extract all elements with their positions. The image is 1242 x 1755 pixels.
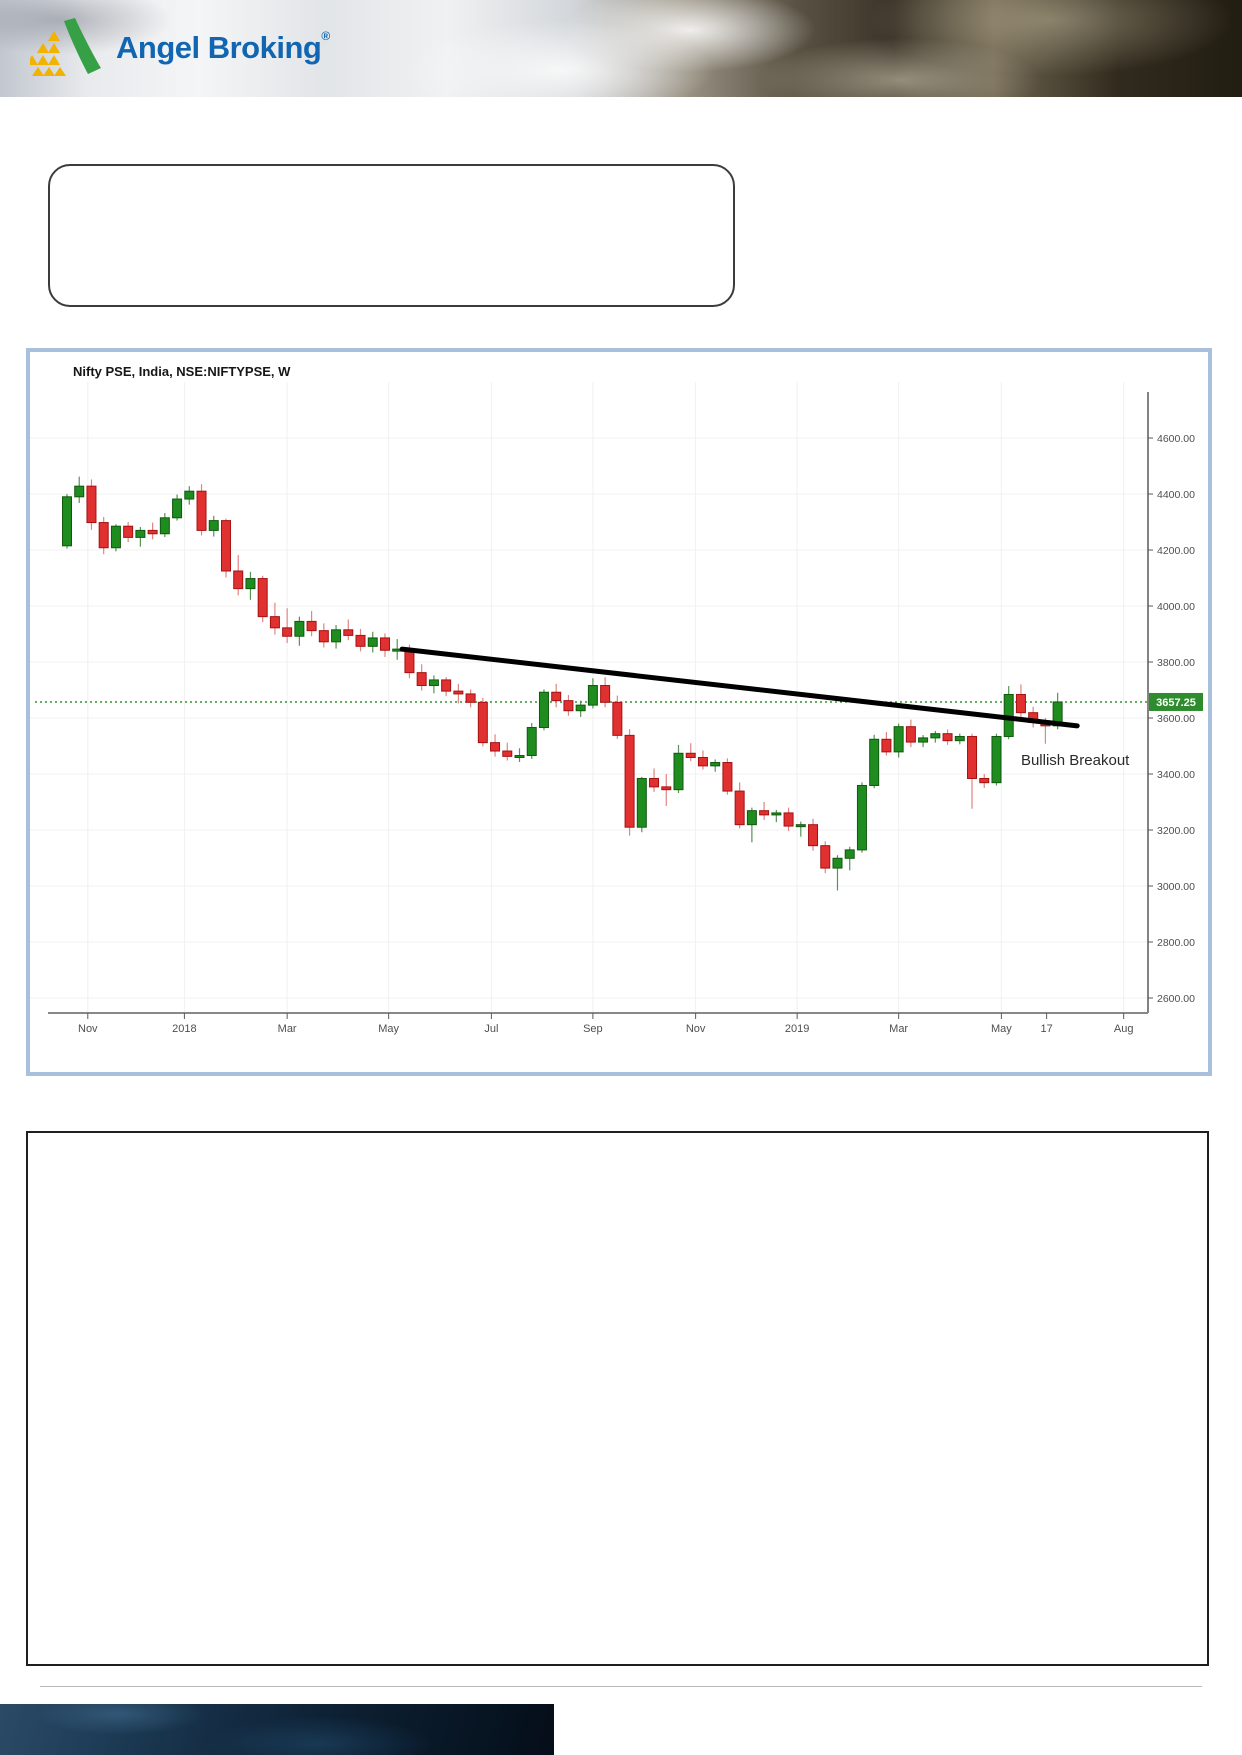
svg-text:4600.00: 4600.00 bbox=[1157, 433, 1195, 445]
svg-text:May: May bbox=[991, 1023, 1012, 1035]
brand-text: Angel Broking® bbox=[116, 28, 330, 65]
svg-text:Aug: Aug bbox=[1114, 1023, 1134, 1035]
svg-text:Sep: Sep bbox=[583, 1023, 603, 1035]
angel-broking-logo-icon bbox=[30, 18, 101, 76]
registered-mark: ® bbox=[321, 28, 330, 43]
svg-text:3657.25: 3657.25 bbox=[1156, 697, 1196, 709]
chart-title: Nifty PSE, India, NSE:NIFTYPSE, W bbox=[73, 364, 291, 379]
svg-text:Mar: Mar bbox=[889, 1023, 908, 1035]
svg-text:Mar: Mar bbox=[278, 1023, 297, 1035]
svg-text:3600.00: 3600.00 bbox=[1157, 713, 1195, 725]
footer-divider bbox=[40, 1686, 1202, 1687]
svg-text:3200.00: 3200.00 bbox=[1157, 825, 1195, 837]
svg-text:2019: 2019 bbox=[785, 1023, 809, 1035]
svg-text:4400.00: 4400.00 bbox=[1157, 489, 1195, 501]
chart-panel: Nifty PSE, India, NSE:NIFTYPSE, W Bullis… bbox=[26, 348, 1212, 1076]
svg-text:2600.00: 2600.00 bbox=[1157, 993, 1195, 1005]
svg-text:Nov: Nov bbox=[78, 1023, 98, 1035]
header-banner: Angel Broking® bbox=[0, 0, 1242, 97]
svg-text:4000.00: 4000.00 bbox=[1157, 601, 1195, 613]
svg-text:Jul: Jul bbox=[484, 1023, 498, 1035]
notes-box bbox=[26, 1131, 1209, 1666]
svg-text:2018: 2018 bbox=[172, 1023, 196, 1035]
svg-text:2800.00: 2800.00 bbox=[1157, 937, 1195, 949]
svg-text:3000.00: 3000.00 bbox=[1157, 881, 1195, 893]
footer-image bbox=[0, 1704, 554, 1755]
svg-text:4200.00: 4200.00 bbox=[1157, 545, 1195, 557]
svg-text:17: 17 bbox=[1040, 1023, 1052, 1035]
svg-text:May: May bbox=[378, 1023, 399, 1035]
candlestick-chart-canvas: Bullish Breakout 4600.00 4400.00 4200.00 400… bbox=[30, 382, 1203, 1035]
svg-text:3800.00: 3800.00 bbox=[1157, 657, 1195, 669]
svg-text:Bullish Breakout: Bullish Breakout bbox=[1021, 752, 1130, 769]
svg-text:3400.00: 3400.00 bbox=[1157, 769, 1195, 781]
callout-box bbox=[48, 164, 735, 307]
angel-broking-logo: Angel Broking® bbox=[30, 18, 330, 76]
svg-text:Nov: Nov bbox=[686, 1023, 706, 1035]
